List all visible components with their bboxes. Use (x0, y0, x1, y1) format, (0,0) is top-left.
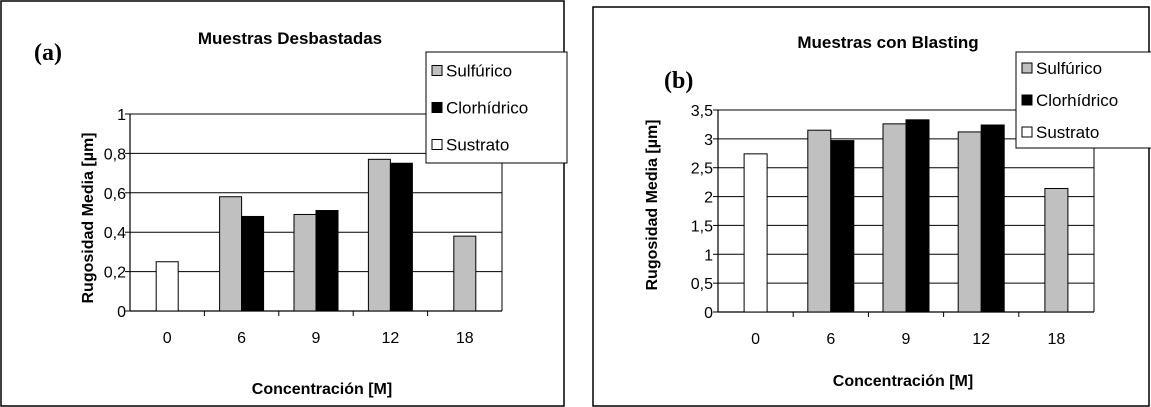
x-tick-label: 18 (456, 330, 474, 347)
x-tick-label: 0 (751, 331, 760, 348)
bar-sulfurico-12 (957, 131, 982, 313)
bar-sulfurico-6 (219, 196, 243, 312)
chart-panel-b: (b) Muestras con Blasting Concentración … (592, 6, 1151, 407)
y-tick-label: 1 (704, 247, 713, 264)
y-axis-label: Rugosidad Media [µm] (80, 133, 97, 304)
y-tick-label: 3,5 (691, 103, 713, 120)
legend-swatch-sustrato (431, 139, 443, 150)
y-tick-label: 0,8 (104, 146, 126, 163)
legend-label-clorhidrico: Clorhídrico (1036, 91, 1118, 110)
legend-box (425, 51, 568, 164)
x-tick-label: 9 (902, 331, 911, 348)
y-tick-label: 0,6 (104, 186, 126, 203)
y-tick-label: 1 (117, 107, 126, 124)
legend-swatch-clorhidrico (1021, 94, 1033, 106)
bar-clorhidrico-9 (315, 210, 339, 312)
y-tick-label: 2 (704, 190, 713, 207)
y-tick-label: 1,5 (691, 218, 713, 235)
y-tick-label: 0 (117, 304, 126, 321)
y-tick-label: 0,2 (104, 265, 126, 282)
x-tick-label: 12 (382, 330, 400, 347)
legend-box (1015, 51, 1151, 149)
chart-title: Muestras Desbastadas (198, 29, 382, 48)
chart-panel-a: (a) Muestras Desbastadas Concentración [… (0, 0, 568, 407)
bar-sulfurico-9 (882, 123, 907, 313)
chart-title: Muestras con Blasting (797, 33, 978, 52)
bar-clorhidrico-12 (389, 162, 413, 312)
x-tick-label: 6 (237, 330, 246, 347)
panel-label: (a) (34, 40, 62, 66)
legend-swatch-clorhidrico (431, 102, 443, 113)
legend-label-sustrato: Sustrato (1036, 123, 1099, 142)
x-tick-label: 6 (826, 331, 835, 348)
legend: Sulfúrico Clorhídrico Sustrato (1015, 51, 1151, 149)
x-tick-label: 12 (972, 331, 990, 348)
bar-clorhidrico-12 (980, 124, 1005, 313)
legend-label-clorhidrico: Clorhídrico (446, 99, 528, 118)
bar-sustrato-0 (743, 153, 768, 313)
x-tick-label: 18 (1048, 331, 1066, 348)
legend: Sulfúrico Clorhídrico Sustrato (425, 51, 568, 164)
legend-swatch-sulfurico (1021, 62, 1033, 74)
y-tick-label: 0 (704, 305, 713, 322)
bar-sulfurico-12 (367, 158, 391, 312)
bar-clorhidrico-6 (830, 140, 855, 313)
y-tick-label: 2,5 (691, 161, 713, 178)
legend-swatch-sulfurico (431, 65, 443, 76)
bar-clorhidrico-9 (905, 119, 930, 313)
legend-label-sulfurico: Sulfúrico (446, 62, 512, 81)
x-axis-label: Concentración [M] (252, 381, 392, 398)
plot-area: 0 0,5 1 1,5 2 2,5 3 3,5 0 6 9 12 18 (691, 103, 1095, 348)
y-tick-label: 0,5 (691, 276, 713, 293)
bar-sulfurico-18 (1044, 187, 1069, 313)
y-tick-label: 0,4 (104, 225, 126, 242)
legend-label-sustrato: Sustrato (446, 136, 509, 155)
legend-swatch-sustrato (1021, 126, 1033, 138)
y-tick-label: 3 (704, 132, 713, 149)
bar-sulfurico-9 (293, 213, 317, 312)
legend-label-sulfurico: Sulfúrico (1036, 59, 1102, 78)
panel-label: (b) (664, 68, 693, 94)
y-axis-label: Rugosidad Media [µm] (644, 120, 661, 291)
bar-sulfurico-18 (453, 235, 477, 312)
bar-sulfurico-6 (807, 129, 832, 313)
x-tick-label: 0 (163, 330, 172, 347)
x-axis-label: Concentración [M] (833, 373, 973, 390)
bar-clorhidrico-6 (241, 215, 265, 312)
x-tick-label: 9 (312, 330, 321, 347)
bar-sustrato-0 (155, 261, 179, 312)
